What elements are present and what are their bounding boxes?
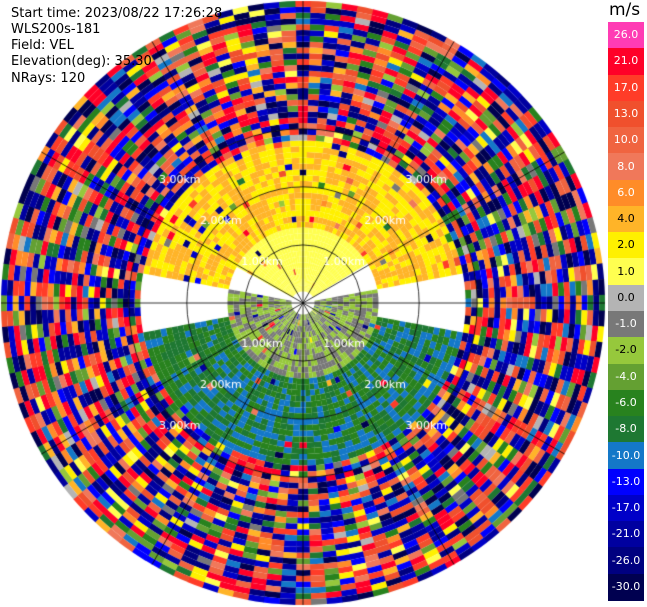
colorbar-segment bbox=[608, 153, 644, 181]
colorbar-tick-label: -26.0 bbox=[611, 553, 641, 567]
colorbar-segment bbox=[608, 337, 644, 365]
ppi-velocity-plot bbox=[0, 0, 608, 607]
colorbar-segment bbox=[608, 232, 644, 260]
colorbar-segment bbox=[608, 48, 644, 76]
colorbar-tick-label: 21.0 bbox=[613, 54, 639, 68]
elevation-label: Elevation(deg): 35.30 bbox=[11, 54, 152, 69]
colorbar-tick-label: -17.0 bbox=[611, 501, 641, 515]
colorbar-segment bbox=[608, 74, 644, 102]
colorbar-tick-label: -1.0 bbox=[615, 317, 637, 331]
nrays-label: NRays: 120 bbox=[11, 71, 86, 86]
colorbar-tick-label: 13.0 bbox=[613, 106, 639, 120]
colorbar-tick-label: 0.0 bbox=[617, 290, 635, 304]
colorbar-segment bbox=[608, 547, 644, 575]
colorbar-segment bbox=[608, 179, 644, 207]
colorbar-segment bbox=[608, 311, 644, 338]
colorbar-tick-label: 1.0 bbox=[617, 264, 635, 278]
colorbar-tick-label: 26.0 bbox=[613, 28, 639, 42]
colorbar-tick-label: -30.0 bbox=[611, 579, 641, 593]
colorbar-segment bbox=[608, 258, 644, 286]
colorbar-tick-label: 17.0 bbox=[613, 80, 639, 94]
colorbar-tick-label: 8.0 bbox=[617, 159, 635, 173]
colorbar-segment bbox=[608, 442, 644, 470]
colorbar: 26.0 21.0 17.0 13.0 10.0 8.0 6.0 4.0 2.0 1.0 0.0 -1… bbox=[608, 22, 644, 601]
colorbar-tick-label: 6.0 bbox=[617, 185, 635, 199]
colorbar-tick-label: -4.0 bbox=[615, 369, 637, 383]
colorbar-unit-label: m/s bbox=[609, 0, 641, 20]
colorbar-segment bbox=[608, 389, 644, 417]
colorbar-tick-label: 4.0 bbox=[617, 212, 635, 226]
colorbar-tick-label: -8.0 bbox=[615, 422, 637, 436]
colorbar-segment bbox=[608, 100, 644, 128]
colorbar-tick-label: -10.0 bbox=[611, 448, 641, 462]
colorbar-tick-label: -2.0 bbox=[615, 343, 637, 357]
colorbar-segment bbox=[608, 521, 644, 549]
colorbar-segment bbox=[608, 22, 644, 49]
colorbar-tick-label: -21.0 bbox=[611, 527, 641, 541]
colorbar-segment bbox=[608, 284, 644, 312]
colorbar-tick-label: 10.0 bbox=[613, 133, 639, 147]
instrument-label: WLS200s-181 bbox=[11, 22, 101, 37]
colorbar-segment bbox=[608, 468, 644, 496]
colorbar-segment bbox=[608, 205, 644, 233]
colorbar-segment bbox=[608, 416, 644, 444]
field-label: Field: VEL bbox=[11, 38, 74, 53]
colorbar-segment bbox=[608, 363, 644, 391]
colorbar-tick-label: 2.0 bbox=[617, 238, 635, 252]
colorbar-segment bbox=[608, 494, 644, 522]
colorbar-segment bbox=[608, 127, 644, 155]
colorbar-segment bbox=[608, 573, 644, 601]
colorbar-tick-label: -6.0 bbox=[615, 395, 637, 409]
start-time-label: Start time: 2023/08/22 17:26:28 bbox=[11, 6, 223, 21]
colorbar-tick-label: -13.0 bbox=[611, 474, 641, 488]
